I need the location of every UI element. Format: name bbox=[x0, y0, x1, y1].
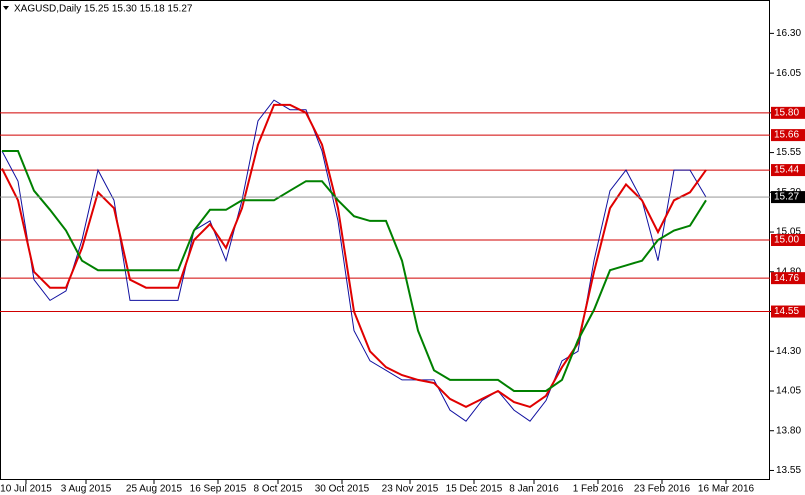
series-line bbox=[1, 99, 707, 422]
level-label: 15.44 bbox=[774, 165, 799, 176]
x-tick-label: 8 Jan 2016 bbox=[509, 484, 559, 495]
level-tag bbox=[771, 272, 805, 285]
y-tick-label: 13.55 bbox=[776, 465, 801, 476]
level-label: 15.66 bbox=[774, 130, 799, 141]
y-tick-label: 14.30 bbox=[776, 346, 801, 357]
level-label: 14.76 bbox=[774, 273, 799, 284]
level-tag bbox=[771, 305, 805, 318]
y-tick-label: 16.05 bbox=[776, 68, 801, 79]
x-tick-label: 1 Feb 2016 bbox=[573, 484, 624, 495]
x-tick-label: 16 Mar 2016 bbox=[698, 484, 755, 495]
x-tick-label: 25 Aug 2015 bbox=[126, 484, 183, 495]
series-line bbox=[1, 103, 707, 409]
x-tick-label: 30 Oct 2015 bbox=[315, 484, 370, 495]
y-tick-label: 14.05 bbox=[776, 386, 801, 397]
level-tag bbox=[771, 164, 805, 177]
x-tick-label: 23 Nov 2015 bbox=[382, 484, 439, 495]
y-tick-label: 14.80 bbox=[776, 266, 801, 277]
chart-title: XAGUSD,Daily 15.25 15.30 15.18 15.27 bbox=[14, 4, 193, 15]
y-tick-label: 15.05 bbox=[776, 227, 801, 238]
x-tick-label: 23 Feb 2016 bbox=[634, 484, 691, 495]
series-line bbox=[2, 150, 707, 392]
y-tick-label: 13.80 bbox=[776, 425, 801, 436]
level-tag bbox=[771, 129, 805, 142]
y-tick-label: 15.55 bbox=[776, 147, 801, 158]
level-label: 14.55 bbox=[774, 306, 799, 317]
x-tick-label: 8 Oct 2015 bbox=[254, 484, 303, 495]
y-tick-label: 16.30 bbox=[776, 28, 801, 39]
level-label: 15.80 bbox=[774, 107, 799, 118]
level-label: 15.00 bbox=[774, 235, 799, 246]
x-tick-label: 16 Sep 2015 bbox=[190, 484, 247, 495]
level-tag bbox=[771, 234, 805, 246]
level-tag bbox=[771, 106, 805, 119]
current-price-label: 15.27 bbox=[774, 192, 799, 203]
x-tick-label: 10 Jul 2015 bbox=[0, 484, 52, 495]
title-arrow bbox=[3, 6, 9, 10]
x-tick-label: 3 Aug 2015 bbox=[61, 484, 112, 495]
x-tick-label: 15 Dec 2015 bbox=[446, 484, 503, 495]
current-price-tag bbox=[771, 191, 805, 204]
